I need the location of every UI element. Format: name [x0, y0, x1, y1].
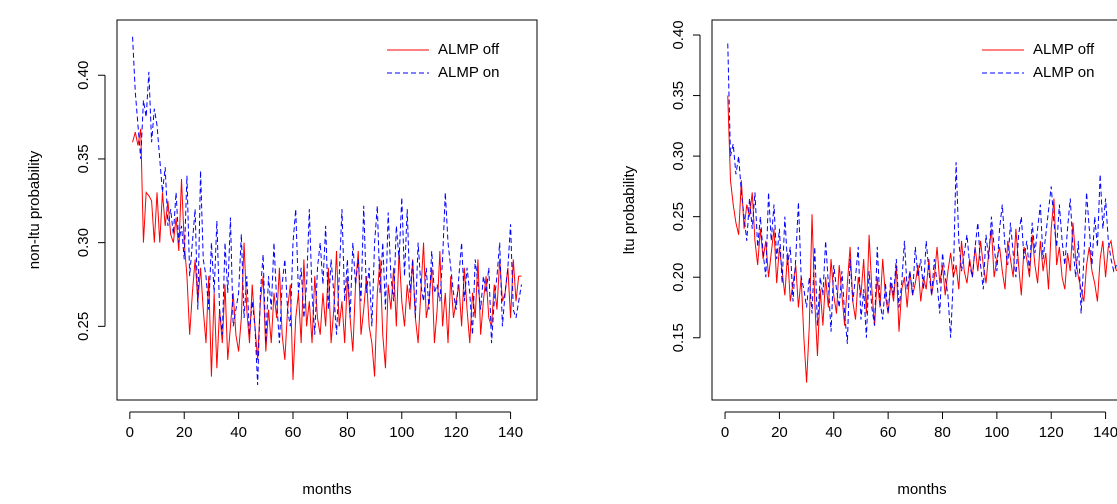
y-tick-label: 0.35 — [75, 144, 92, 173]
plot-box — [711, 19, 1117, 401]
y-tick-label: 0.25 — [75, 312, 92, 341]
x-axis-label: months — [897, 481, 946, 498]
legend-label: ALMP off — [1033, 41, 1095, 58]
x-tick-label: 20 — [176, 424, 193, 441]
x-tick-label: 0 — [721, 424, 729, 441]
x-tick-label: 40 — [825, 424, 842, 441]
x-tick-label: 120 — [1039, 424, 1064, 441]
x-tick-label: 0 — [126, 424, 134, 441]
y-tick-label: 0.40 — [75, 61, 92, 90]
x-axis-label: months — [302, 481, 351, 498]
y-tick-label: 0.15 — [670, 323, 687, 352]
y-tick-label: 0.30 — [75, 228, 92, 257]
legend-label: ALMP off — [438, 41, 500, 58]
x-tick-label: 140 — [498, 424, 523, 441]
x-tick-label: 40 — [230, 424, 247, 441]
data-line — [132, 36, 522, 385]
y-tick-label: 0.25 — [670, 202, 687, 231]
y-axis-label: non-ltu probability — [26, 150, 43, 269]
x-tick-label: 20 — [771, 424, 788, 441]
y-tick-label: 0.30 — [670, 142, 687, 171]
legend-label: ALMP on — [1033, 64, 1094, 81]
x-tick-label: 80 — [339, 424, 356, 441]
x-tick-label: 60 — [880, 424, 897, 441]
y-tick-label: 0.35 — [670, 81, 687, 110]
x-tick-label: 100 — [389, 424, 414, 441]
y-tick-label: 0.40 — [670, 20, 687, 49]
x-tick-label: 120 — [444, 424, 469, 441]
x-tick-label: 140 — [1093, 424, 1117, 441]
data-line — [727, 43, 1117, 344]
y-tick-label: 0.20 — [670, 263, 687, 292]
x-tick-label: 60 — [285, 424, 302, 441]
x-tick-label: 100 — [984, 424, 1009, 441]
legend-label: ALMP on — [438, 64, 499, 81]
data-line — [132, 128, 522, 380]
plot-box — [116, 19, 538, 401]
x-tick-label: 80 — [934, 424, 951, 441]
y-axis-label: ltu probability — [621, 165, 638, 254]
